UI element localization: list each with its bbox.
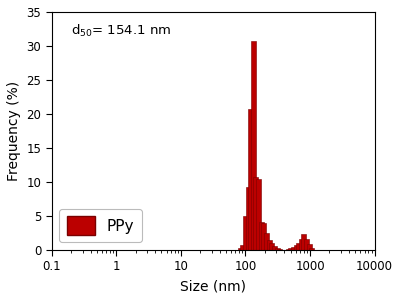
Bar (302, 234, 306, 250)
Bar (310, 248, 314, 250)
Bar (246, 187, 250, 250)
Bar (272, 246, 277, 250)
Bar (256, 178, 261, 250)
Bar (259, 221, 264, 250)
Legend: PPy: PPy (60, 208, 142, 242)
Bar (307, 244, 312, 250)
Bar (299, 238, 304, 250)
Bar (274, 248, 280, 250)
Bar (243, 216, 248, 250)
Bar (238, 248, 242, 250)
Bar (277, 249, 282, 250)
Bar (261, 223, 266, 250)
Bar (264, 233, 269, 250)
Bar (296, 243, 301, 250)
Bar (304, 239, 309, 250)
Bar (240, 245, 245, 250)
Bar (266, 240, 272, 250)
Bar (294, 244, 298, 250)
Bar (248, 109, 253, 250)
X-axis label: Size (nm): Size (nm) (180, 279, 246, 293)
Bar (251, 41, 256, 250)
Bar (254, 177, 258, 250)
Text: d$_{50}$= 154.1 nm: d$_{50}$= 154.1 nm (71, 23, 172, 39)
Bar (269, 243, 274, 250)
Y-axis label: Frequency (%): Frequency (%) (7, 81, 21, 181)
Bar (288, 248, 293, 250)
Bar (291, 247, 296, 250)
Bar (286, 249, 290, 250)
